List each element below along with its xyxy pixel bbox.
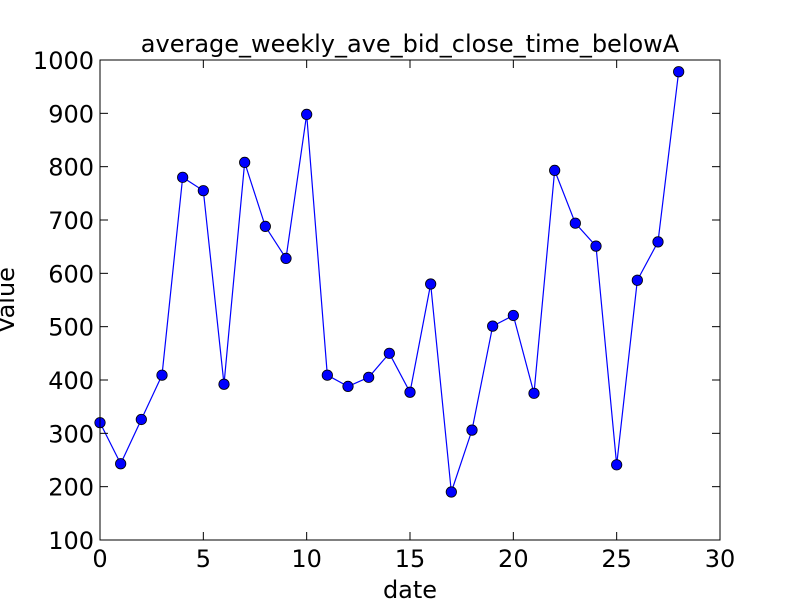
x-axis-label: date: [383, 576, 437, 600]
y-axis-label: Value: [0, 267, 20, 333]
data-point: [197, 185, 209, 197]
data-point: [280, 252, 292, 264]
y-axis: 100 200 300 400 500 600 700 800 900 1000: [33, 47, 720, 555]
data-point: [135, 413, 147, 426]
x-tick-label: 25: [601, 545, 632, 573]
data-point: [549, 164, 561, 176]
data-point: [177, 171, 189, 183]
chart-title: average_weekly_ave_bid_close_time_belowA: [141, 30, 680, 58]
data-point: [487, 320, 499, 332]
plot-area: [94, 66, 685, 498]
y-tick-label: 800: [48, 154, 94, 182]
data-point: [156, 369, 168, 381]
data-point: [507, 309, 519, 322]
data-point: [115, 458, 127, 470]
x-tick-label: 5: [196, 545, 211, 573]
data-point: [301, 108, 313, 121]
x-tick-label: 0: [92, 545, 107, 573]
data-point: [466, 424, 478, 436]
x-axis: 0 5 10 15 20 25 30: [92, 60, 735, 573]
data-point: [259, 220, 271, 232]
y-tick-label: 300: [48, 420, 94, 448]
data-point: [342, 380, 354, 392]
y-tick-label: 900: [48, 100, 94, 128]
y-tick-label: 700: [48, 207, 94, 235]
series-line: [99, 71, 680, 493]
y-tick-label: 100: [48, 527, 94, 555]
data-point: [631, 274, 643, 286]
y-tick-label: 600: [48, 260, 94, 288]
data-point: [590, 240, 602, 252]
x-tick-label: 15: [395, 545, 426, 573]
data-point: [404, 386, 416, 398]
y-tick-label: 500: [48, 314, 94, 342]
y-tick-label: 1000: [33, 47, 94, 75]
data-point: [569, 217, 581, 229]
data-point: [383, 347, 395, 359]
data-point: [611, 459, 623, 471]
data-point: [239, 156, 251, 168]
plot-frame: [99, 59, 721, 541]
data-point: [363, 371, 375, 383]
data-point: [673, 66, 685, 78]
data-point: [425, 278, 437, 290]
y-tick-label: 200: [48, 474, 94, 502]
data-point: [445, 486, 457, 498]
y-tick-label: 400: [48, 367, 94, 395]
x-tick-label: 20: [498, 545, 529, 573]
data-point: [652, 236, 664, 248]
data-point: [218, 378, 230, 390]
data-point: [528, 387, 540, 399]
x-tick-label: 30: [705, 545, 736, 573]
data-point: [321, 369, 333, 381]
x-tick-label: 10: [291, 545, 322, 573]
